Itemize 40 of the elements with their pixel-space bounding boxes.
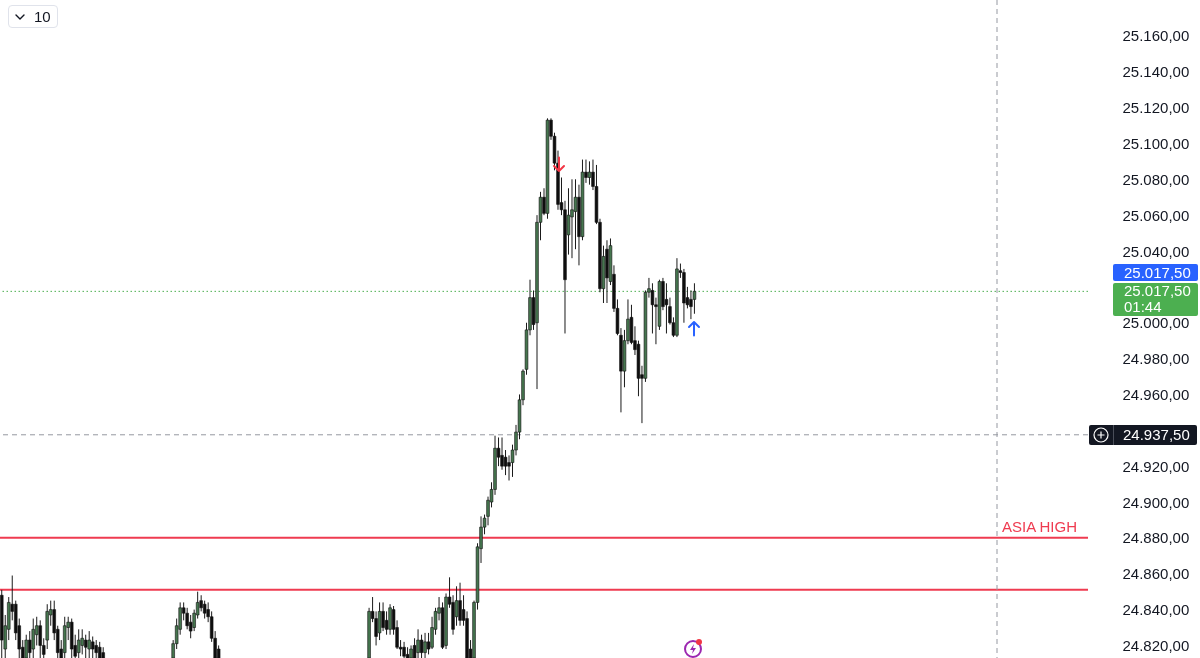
dropdown-button: 10 [8, 5, 58, 28]
y-tick-label: 24.900,00 [1122, 493, 1190, 511]
candlestick [500, 436, 504, 471]
y-tick-label: 25.000,00 [1122, 314, 1190, 332]
y-tick-label: 24.960,00 [1122, 385, 1190, 403]
candlestick [664, 282, 669, 334]
annotation: 10 [34, 7, 51, 26]
candlestick [458, 582, 462, 627]
candlestick [570, 178, 574, 259]
ref-line-label: 25.017,50 [1124, 282, 1192, 300]
y-tick-label: 25.060,00 [1122, 206, 1190, 224]
y-tick-label: 24.980,00 [1122, 350, 1190, 368]
ref-line-label: ASIA HIGH [1001, 517, 1077, 535]
candlestick [419, 634, 424, 658]
candlestick [80, 628, 84, 655]
ref-line-label: 24.937,50 [1113, 424, 1190, 445]
candlestick [416, 628, 420, 658]
candlestick [423, 632, 427, 658]
y-tick-label: 24.860,00 [1122, 565, 1190, 583]
candlestick [77, 628, 81, 658]
y-tick-label: 25.160,00 [1122, 27, 1190, 45]
y-tick-label: 25.040,00 [1122, 242, 1190, 260]
y-tick-label: 25.140,00 [1122, 63, 1190, 81]
y-tick-label: 24.880,00 [1122, 529, 1190, 547]
candlestick [38, 619, 42, 658]
candlestick [31, 618, 35, 658]
y-tick-label: 24.840,00 [1122, 601, 1190, 619]
y-tick-label: 24.820,00 [1122, 636, 1190, 654]
y-tick-label: 25.120,00 [1122, 99, 1190, 117]
candlestick [87, 630, 91, 658]
candlestick [377, 601, 382, 641]
text: 25.017,50 [1113, 264, 1198, 282]
y-tick-label: 25.100,00 [1122, 134, 1190, 152]
candlestick [381, 601, 385, 632]
candlestick [692, 282, 697, 315]
candlestick [587, 160, 592, 186]
text: 01:44 [1124, 298, 1163, 316]
y-tick-label: 24.920,00 [1122, 457, 1190, 475]
y-tick-label: 25.080,00 [1122, 170, 1190, 188]
candlestick [388, 603, 392, 636]
